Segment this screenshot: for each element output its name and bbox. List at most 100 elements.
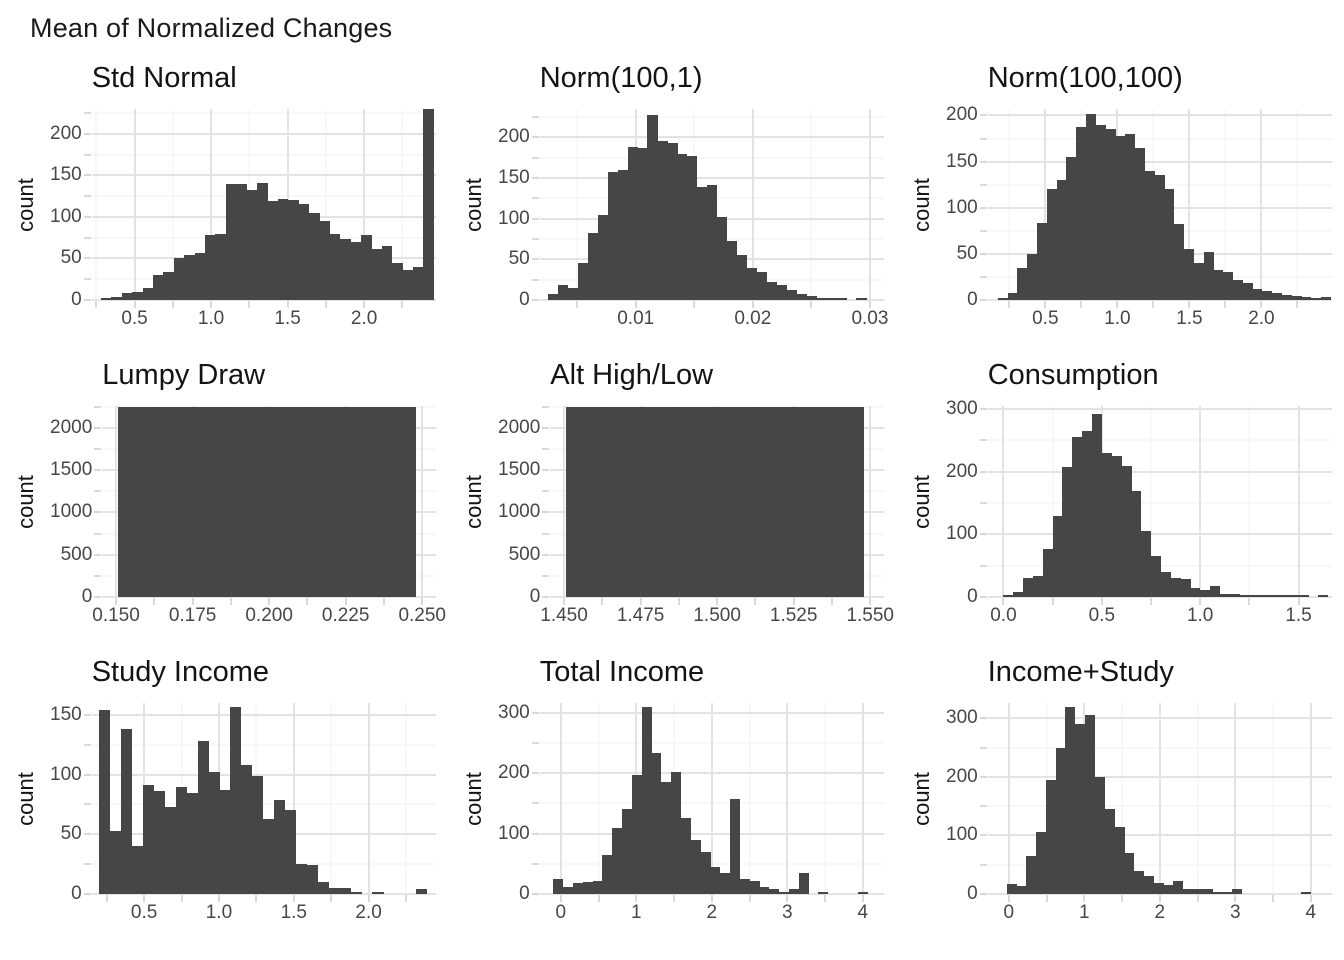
gridline-major-horizontal — [539, 299, 884, 301]
x-axis-tick-mark — [1149, 598, 1152, 605]
plot-area — [83, 703, 436, 902]
gridline-major-vertical — [1044, 109, 1047, 300]
y-axis-tick-mark — [979, 408, 987, 411]
histogram-bar — [788, 889, 799, 894]
y-axis-tick-mark — [531, 862, 539, 865]
histogram-bar — [284, 810, 297, 894]
y-tick-label: 100 — [498, 822, 530, 844]
x-axis-tick-mark — [210, 301, 213, 308]
histogram-bar — [557, 285, 568, 300]
x-tick-label: 1.500 — [693, 605, 741, 626]
y-axis-tick-mark — [979, 775, 987, 778]
histogram-bar — [572, 883, 583, 894]
y-tick-label: 150 — [50, 164, 82, 186]
histogram-bar — [152, 275, 164, 300]
histogram-bar — [1252, 288, 1263, 300]
histogram-bar — [1232, 889, 1243, 894]
gridline-major-vertical — [1007, 703, 1010, 894]
histogram-bar — [1036, 832, 1047, 894]
histogram-bar — [1045, 779, 1056, 894]
x-tick-label: 0 — [555, 902, 567, 923]
x-tick-label: 0.5 — [1088, 605, 1116, 626]
histogram-bar — [671, 771, 682, 894]
x-tick-label: 1 — [1079, 902, 1090, 923]
y-axis-ticks: 1000100200300 — [492, 702, 540, 904]
histogram-panel: Study Income count 100050100150 0.51.01.… — [0, 653, 448, 950]
y-tick-label: 100 — [946, 196, 978, 218]
histogram-bar — [173, 258, 185, 300]
x-axis-tick-mark — [693, 301, 696, 308]
y-tick-label: 200 — [498, 126, 530, 148]
x-axis-tick-mark — [716, 598, 719, 605]
gridline-major-horizontal — [987, 299, 1332, 301]
gridline-minor-vertical — [1197, 703, 1199, 894]
histogram-bar — [423, 109, 435, 300]
y-axis-ticks: 100050100150200 — [492, 109, 540, 310]
histogram-bar — [1046, 189, 1057, 300]
histogram-bar — [1160, 571, 1171, 597]
y-axis-label-wrap: count — [456, 406, 492, 597]
x-tick-label: 1.5 — [1285, 605, 1312, 626]
histogram-bar — [779, 892, 790, 894]
y-axis-tick-mark — [542, 574, 550, 577]
x-axis-tick-mark — [367, 895, 370, 902]
plot-area — [531, 109, 884, 308]
y-axis-tick-mark — [542, 469, 550, 472]
gridline-major-horizontal — [91, 132, 436, 135]
histogram-bar — [1016, 885, 1027, 894]
histogram-panel: Consumption count 1000100200300 0.00.51.… — [896, 356, 1344, 653]
y-axis-tick-mark — [531, 711, 539, 714]
x-axis-ticks: 0.5 1.0 1.5 2.0 — [988, 300, 1332, 332]
histogram-bar — [163, 271, 174, 300]
histogram-bar — [1036, 223, 1047, 300]
histogram-bar — [1239, 594, 1250, 597]
histogram-bar — [1288, 595, 1299, 597]
x-axis-tick-mark — [710, 895, 713, 902]
y-axis-ticks: 1000100200300 — [940, 398, 988, 607]
x-tick-label: 1.0 — [1104, 308, 1131, 329]
histogram-bar — [1232, 279, 1243, 300]
y-axis-tick-mark — [94, 532, 102, 535]
y-axis-tick-mark — [94, 405, 102, 408]
page-title: Mean of Normalized Changes — [30, 13, 393, 43]
y-axis-label-wrap: count — [8, 109, 44, 300]
gridline-minor-vertical — [1296, 109, 1298, 300]
y-axis-tick-mark — [979, 160, 987, 163]
histogram-bar — [729, 799, 740, 894]
histogram-bar — [647, 114, 658, 300]
histogram-bar — [826, 298, 837, 300]
histogram-bar — [204, 235, 216, 300]
y-tick-label: 50 — [956, 242, 978, 264]
panel-title: Alt High/Low — [550, 359, 714, 391]
histogram-bar — [796, 293, 807, 300]
histogram-panel: Alt High/Low count 10000500100015002000 … — [448, 356, 896, 653]
x-axis-tick-mark — [292, 895, 295, 902]
x-tick-label: 1.550 — [846, 605, 894, 626]
gridline-major-vertical — [115, 406, 118, 597]
histogram-bar — [1298, 595, 1309, 597]
y-tick-label: 150 — [946, 150, 978, 172]
y-tick-label: 0 — [71, 289, 82, 310]
y-axis-tick-mark — [979, 252, 987, 255]
y-axis-tick-mark — [542, 532, 550, 535]
panel-title: Lumpy Draw — [102, 359, 266, 391]
x-tick-label: 0.225 — [321, 605, 370, 626]
histogram-bar — [582, 881, 593, 894]
gridline-minor-vertical — [1224, 109, 1226, 300]
y-axis-tick-mark — [83, 299, 91, 301]
histogram-bar — [1094, 776, 1105, 894]
gridline-major-horizontal — [91, 713, 436, 716]
histogram-bar — [1249, 595, 1260, 597]
histogram-bar — [577, 263, 588, 300]
y-axis-tick-mark — [94, 469, 102, 472]
y-tick-label: 1500 — [498, 459, 541, 481]
histogram-bar — [553, 878, 564, 894]
x-axis-tick-mark — [171, 301, 174, 308]
histogram-bar — [246, 190, 258, 300]
x-axis-tick-mark — [1309, 895, 1312, 902]
y-axis-tick-mark — [83, 257, 91, 260]
gridline-minor-vertical — [824, 703, 826, 894]
y-axis-tick-mark — [542, 448, 550, 451]
histogram-bar — [1101, 452, 1112, 597]
